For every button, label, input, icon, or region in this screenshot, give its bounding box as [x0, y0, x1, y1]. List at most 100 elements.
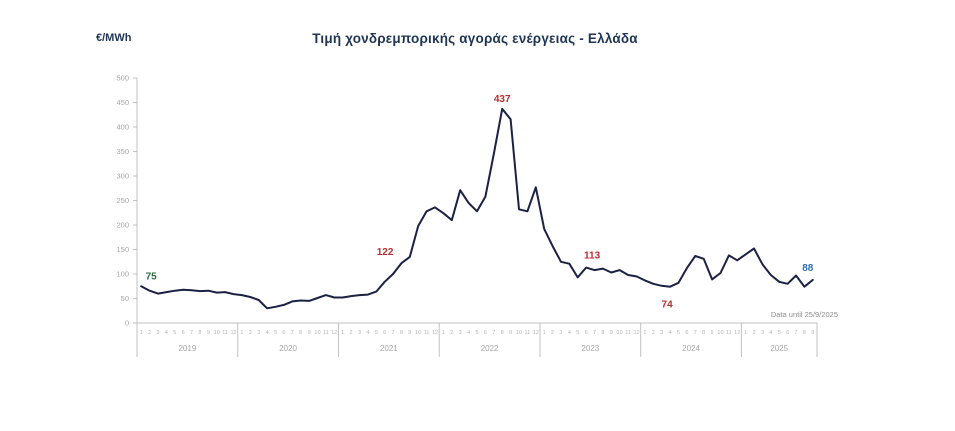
y-tick-label: 350 [116, 147, 129, 156]
month-tick-label: 8 [400, 330, 403, 336]
month-tick-label: 9 [408, 330, 411, 336]
month-tick-label: 1 [744, 330, 747, 336]
year-label: 2024 [682, 344, 700, 353]
month-tick-label: 1 [643, 330, 646, 336]
month-tick-label: 7 [492, 330, 495, 336]
month-tick-label: 11 [525, 330, 531, 336]
month-tick-label: 6 [484, 330, 487, 336]
month-tick-label: 2 [350, 330, 353, 336]
y-tick-label: 250 [116, 196, 129, 205]
month-tick-label: 5 [576, 330, 579, 336]
month-tick-label: 2 [551, 330, 554, 336]
month-tick-label: 5 [677, 330, 680, 336]
month-tick-label: 10 [516, 330, 522, 336]
month-tick-label: 11 [323, 330, 329, 336]
month-tick-label: 5 [375, 330, 378, 336]
month-tick-label: 5 [475, 330, 478, 336]
month-tick-label: 7 [392, 330, 395, 336]
month-tick-label: 4 [467, 330, 470, 336]
y-tick-label: 300 [116, 172, 129, 181]
y-axis: 0 50 100 150 200 250 300 350 400 450 500 [116, 74, 138, 328]
month-tick-label: 7 [694, 330, 697, 336]
month-tick-label: 1 [140, 330, 143, 336]
month-tick-label: 12 [230, 330, 236, 336]
month-tick-label: 3 [358, 330, 361, 336]
month-tick-label: 3 [761, 330, 764, 336]
year-label: 2021 [380, 344, 398, 353]
month-tick-label: 6 [685, 330, 688, 336]
month-tick-label: 2 [249, 330, 252, 336]
month-tick-label: 9 [308, 330, 311, 336]
month-tick-label: 8 [601, 330, 604, 336]
y-tick-label: 400 [116, 123, 129, 132]
data-point-label: 74 [662, 300, 674, 311]
month-tick-label: 1 [240, 330, 243, 336]
month-tick-label: 3 [257, 330, 260, 336]
month-tick-label: 11 [726, 330, 732, 336]
month-tick-label: 8 [501, 330, 504, 336]
y-tick-label: 450 [116, 98, 129, 107]
month-tick-label: 2 [148, 330, 151, 336]
month-tick-label: 12 [734, 330, 740, 336]
month-tick-label: 12 [331, 330, 337, 336]
month-tick-label: 6 [182, 330, 185, 336]
month-tick-label: 3 [156, 330, 159, 336]
month-tick-label: 1 [442, 330, 445, 336]
month-tick-label: 7 [593, 330, 596, 336]
month-tick-label: 5 [173, 330, 176, 336]
y-tick-label: 0 [125, 319, 129, 328]
year-label: 2023 [581, 344, 599, 353]
data-point-label: 88 [802, 263, 814, 274]
month-tick-label: 8 [803, 330, 806, 336]
month-tick-label: 11 [222, 330, 228, 336]
month-tick-label: 8 [198, 330, 201, 336]
month-tick-label: 3 [459, 330, 462, 336]
month-tick-label: 5 [778, 330, 781, 336]
month-tick-label: 11 [625, 330, 631, 336]
month-tick-label: 10 [415, 330, 421, 336]
month-tick-label: 1 [543, 330, 546, 336]
month-tick-label: 3 [660, 330, 663, 336]
month-tick-label: 12 [533, 330, 539, 336]
data-point-label: 113 [584, 251, 601, 262]
data-point-label: 437 [494, 94, 511, 105]
chart-title: Τιμή χονδρεμπορικής αγοράς ενέργειας - Ε… [312, 31, 638, 46]
month-tick-label: 10 [717, 330, 723, 336]
month-tick-label: 10 [314, 330, 320, 336]
month-tick-label: 9 [509, 330, 512, 336]
month-tick-label: 2 [652, 330, 655, 336]
month-tick-label: 2 [753, 330, 756, 336]
month-tick-label: 6 [383, 330, 386, 336]
month-tick-label: 6 [282, 330, 285, 336]
month-tick-label: 10 [617, 330, 623, 336]
month-tick-label: 9 [610, 330, 613, 336]
month-tick-label: 8 [299, 330, 302, 336]
month-tick-label: 8 [702, 330, 705, 336]
month-tick-label: 6 [585, 330, 588, 336]
month-tick-label: 4 [769, 330, 772, 336]
month-tick-label: 10 [214, 330, 220, 336]
month-tick-label: 11 [424, 330, 430, 336]
month-tick-label: 9 [207, 330, 210, 336]
year-label: 2025 [770, 344, 788, 353]
y-tick-label: 500 [116, 74, 129, 83]
month-tick-label: 4 [568, 330, 571, 336]
month-tick-label: 12 [633, 330, 639, 336]
year-label: 2020 [279, 344, 297, 353]
data-point-label: 122 [377, 247, 394, 258]
year-label: 2022 [481, 344, 499, 353]
price-line [140, 107, 814, 310]
month-tick-label: 1 [341, 330, 344, 336]
month-tick-label: 9 [811, 330, 814, 336]
month-tick-label: 4 [266, 330, 269, 336]
month-tick-label: 9 [711, 330, 714, 336]
y-tick-label: 150 [116, 245, 129, 254]
month-tick-label: 7 [190, 330, 193, 336]
y-tick-label: 100 [116, 270, 129, 279]
y-tick-label: 200 [116, 221, 129, 230]
month-tick-label: 3 [559, 330, 562, 336]
month-tick-label: 4 [366, 330, 369, 336]
month-tick-label: 7 [794, 330, 797, 336]
